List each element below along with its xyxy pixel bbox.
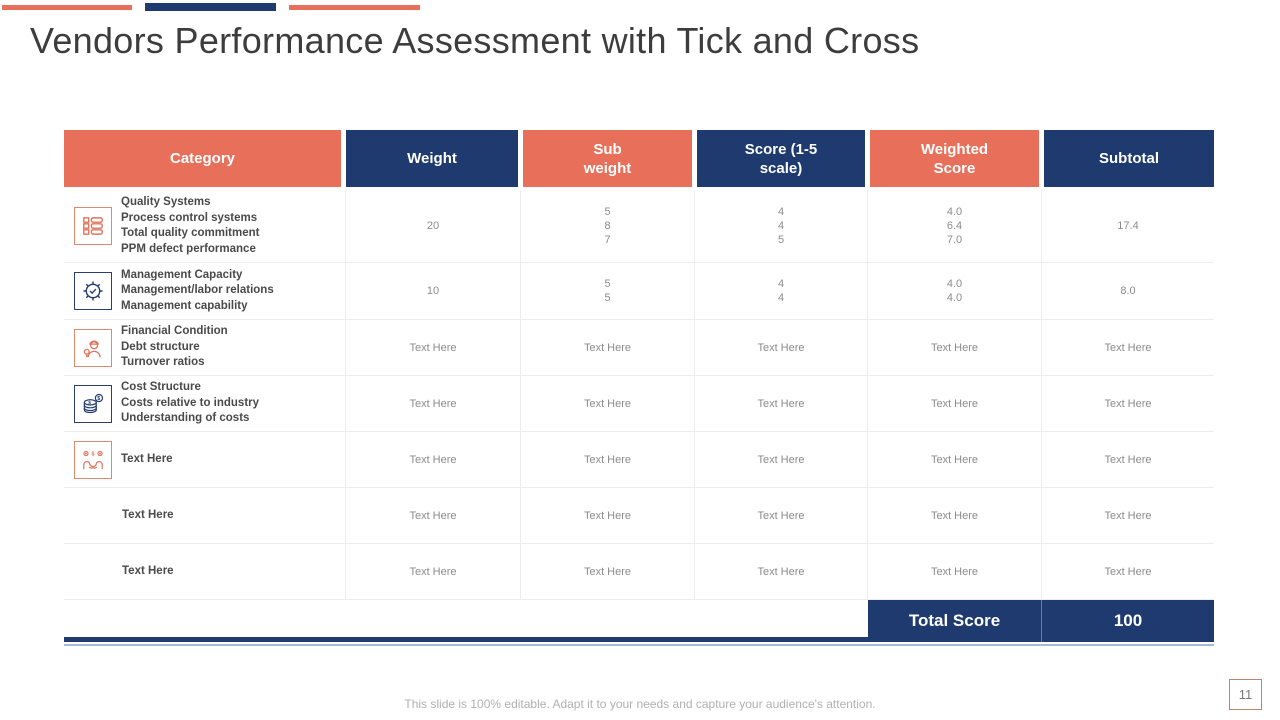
- subtotal-cell: Text Here: [1104, 453, 1152, 466]
- top-accent-bar-orange-right: [289, 5, 420, 10]
- weight-cell: Text Here: [346, 544, 521, 599]
- subtotal-cell: Text Here: [1104, 397, 1152, 410]
- subtotal-cell: Text Here: [1104, 565, 1152, 578]
- hands-money-icon: $: [74, 440, 112, 479]
- table-row: Management Capacity Management/labor rel…: [64, 263, 1214, 320]
- category-cell: Quality Systems Process control systems …: [64, 190, 346, 262]
- header-score: Score (1-5 scale): [697, 130, 865, 187]
- coins-icon: $ $: [74, 384, 112, 423]
- header-weighted-score: Weighted Score: [870, 130, 1039, 187]
- svg-text:$: $: [97, 395, 100, 401]
- total-score-row: Total Score 100: [64, 600, 1214, 642]
- score-cell: 4 4 5: [695, 190, 868, 262]
- weighted-score-cell: Text Here: [868, 432, 1042, 487]
- weighted-score-cell: 4.0 4.0: [868, 263, 1042, 319]
- sub-weight-cell: Text Here: [521, 376, 695, 431]
- weight-cell: Text Here: [346, 432, 521, 487]
- table-row: Text Here Text Here Text Here Text Here …: [64, 488, 1214, 544]
- weighted-score-cell: 4.0 6.4 7.0: [868, 190, 1042, 262]
- weight-cell: 10: [346, 263, 521, 319]
- category-cell: Text Here: [64, 544, 346, 599]
- weight-cell: Text Here: [346, 376, 521, 431]
- score-cell: Text Here: [695, 544, 868, 599]
- page-number-badge: 11: [1229, 679, 1262, 710]
- category-text: Text Here: [121, 452, 173, 465]
- sub-weight-cell: Text Here: [521, 544, 695, 599]
- category-cell: Financial Condition Debt structure Turno…: [64, 320, 346, 375]
- vendors-assessment-table: Category Weight Sub weight Score (1-5 sc…: [64, 130, 1214, 646]
- score-cell: Text Here: [695, 488, 868, 543]
- total-row-spacer: [64, 600, 868, 642]
- score-cell: 4 4: [695, 263, 868, 319]
- table-row: Text Here Text Here Text Here Text Here …: [64, 544, 1214, 600]
- sub-weight-cell: Text Here: [521, 320, 695, 375]
- category-text: Quality Systems Process control systems …: [121, 196, 260, 255]
- category-text: Text Here: [122, 564, 174, 577]
- worker-icon: [74, 328, 112, 367]
- header-subtotal: Subtotal: [1044, 130, 1214, 187]
- header-weight: Weight: [346, 130, 518, 187]
- category-cell: Text Here: [64, 488, 346, 543]
- category-text: Cost Structure Costs relative to industr…: [121, 381, 260, 425]
- table-header-row: Category Weight Sub weight Score (1-5 sc…: [64, 130, 1214, 187]
- top-accent-bar-navy: [145, 3, 276, 11]
- total-score-label: Total Score: [868, 600, 1042, 642]
- weighted-score-cell: Text Here: [868, 544, 1042, 599]
- category-cell: $ Text Here: [64, 432, 346, 487]
- sub-weight-cell: 5 8 7: [521, 190, 695, 262]
- sub-weight-cell: Text Here: [521, 488, 695, 543]
- sub-weight-cell: Text Here: [521, 432, 695, 487]
- svg-text:$: $: [88, 400, 91, 406]
- footer-note: This slide is 100% editable. Adapt it to…: [404, 697, 876, 711]
- header-sub-weight: Sub weight: [523, 130, 692, 187]
- page-title: Vendors Performance Assessment with Tick…: [30, 20, 920, 61]
- subtotal-cell: Text Here: [1104, 509, 1152, 522]
- weighted-score-cell: Text Here: [868, 376, 1042, 431]
- checklist-icon: [74, 207, 112, 245]
- gear-check-icon: [74, 272, 112, 310]
- category-text: Management Capacity Management/labor rel…: [121, 268, 274, 312]
- category-text: Financial Condition Debt structure Turno…: [121, 325, 228, 369]
- weighted-score-cell: Text Here: [868, 320, 1042, 375]
- table-row: Financial Condition Debt structure Turno…: [64, 320, 1214, 376]
- subtotal-cell: Text Here: [1104, 341, 1152, 354]
- category-text: Text Here: [122, 508, 174, 521]
- weight-cell: Text Here: [346, 488, 521, 543]
- table-row: $ Text Here Text Here Text Here Text Her…: [64, 432, 1214, 488]
- subtotal-cell: 8.0: [1120, 285, 1136, 297]
- total-score-value: 100: [1042, 600, 1214, 642]
- header-category: Category: [64, 130, 341, 187]
- sub-weight-cell: 5 5: [521, 263, 695, 319]
- weighted-score-cell: Text Here: [868, 488, 1042, 543]
- table-row: Quality Systems Process control systems …: [64, 190, 1214, 263]
- category-cell: Management Capacity Management/labor rel…: [64, 263, 346, 319]
- category-cell: $ $ Cost Structure Costs relative to ind…: [64, 376, 346, 431]
- score-cell: Text Here: [695, 376, 868, 431]
- subtotal-cell: 17.4: [1117, 220, 1139, 232]
- weight-cell: 20: [346, 190, 521, 262]
- table-row: $ $ Cost Structure Costs relative to ind…: [64, 376, 1214, 432]
- score-cell: Text Here: [695, 320, 868, 375]
- score-cell: Text Here: [695, 432, 868, 487]
- table-bottom-accent-line: [64, 644, 1214, 646]
- weight-cell: Text Here: [346, 320, 521, 375]
- svg-text:$: $: [91, 451, 94, 457]
- top-accent-bar-orange-left: [2, 5, 132, 10]
